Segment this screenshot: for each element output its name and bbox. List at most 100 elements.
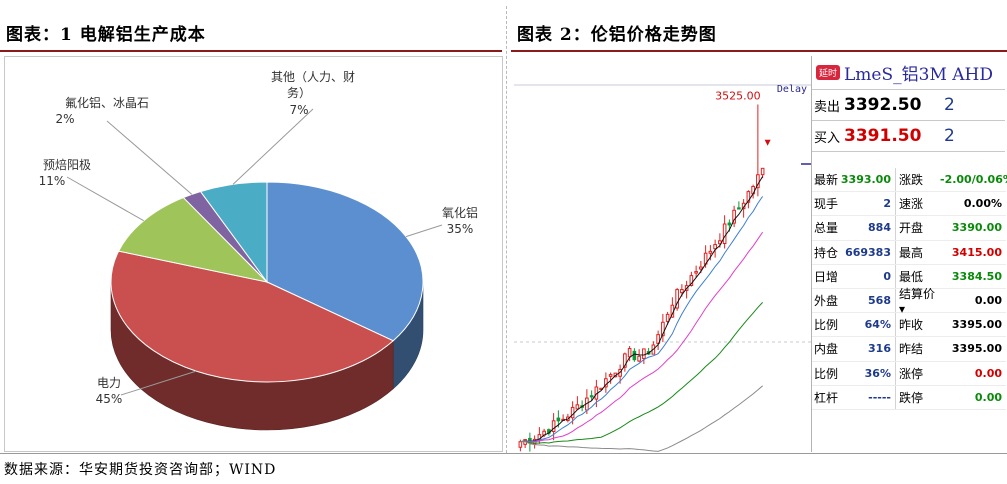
- quote-label-a-1: 现手: [814, 197, 839, 212]
- quote-value-a-4: 0: [838, 264, 896, 288]
- quote-value-a-0: 3393.00: [838, 168, 896, 192]
- bid-volume: 2: [944, 126, 955, 146]
- quote-label-a-9: 杠杆: [814, 390, 839, 405]
- ask-price: 3392.50: [844, 95, 922, 115]
- kline-candle-8: [556, 417, 561, 422]
- pie-leader-2: [66, 176, 144, 222]
- quote-value-b-7: 3395.00: [951, 342, 1002, 356]
- quote-label-a-8: 比例: [814, 366, 839, 381]
- quote-label-b-7: 昨结: [899, 342, 924, 357]
- pie-slice-4[interactable]: [199, 181, 268, 284]
- quote-label-a-3: 持仓: [814, 245, 839, 260]
- bid-row[interactable]: 买入 3391.50 2: [812, 121, 1005, 152]
- left-figure-title: 图表：1 电解铝生产成本: [6, 25, 206, 45]
- kline-candle-7: [551, 420, 556, 433]
- pie-slice-1[interactable]: [110, 250, 395, 383]
- kline-candle-45: [732, 209, 736, 224]
- kline-delay-tag: Delay: [777, 84, 807, 95]
- right-figure-title: 图表 2：伦铝价格走势图: [517, 25, 717, 45]
- quote-label-b-1: 速涨: [899, 197, 924, 212]
- lme-aluminium-panel: Delay 3525.00 延时 LmeS_铝3M AHD 卖出 3392.50 …: [514, 56, 1007, 452]
- quote-header: 延时 LmeS_铝3M AHD: [812, 56, 1005, 90]
- kline-candle-23: [627, 348, 632, 358]
- pie-label-pct-2: 11%: [39, 174, 66, 188]
- kline-candle-18: [604, 378, 608, 388]
- kline-candle-34: [680, 289, 684, 294]
- ask-row[interactable]: 卖出 3392.50 2: [812, 90, 1005, 121]
- pie-label-name-4: 其他（人力、财: [271, 70, 355, 84]
- quote-row-8: 比例 36% 涨停 0.00: [812, 361, 1006, 386]
- kline-peak-arrow: [764, 139, 771, 146]
- kline-candle-38: [699, 266, 703, 270]
- pie-label-pct-4: 7%: [289, 103, 308, 117]
- left-title-rule: [0, 50, 502, 52]
- quote-value-b-8: 0.00: [974, 366, 1002, 380]
- bid-label: 买入: [814, 130, 841, 146]
- quote-value-a-1: 2: [838, 192, 896, 216]
- kline-candle-36: [689, 275, 694, 286]
- kline-candles: [518, 167, 765, 452]
- quote-value-b-1: 0.00%: [963, 197, 1002, 211]
- pie-label-pct-3: 2%: [55, 112, 74, 126]
- pie-label-name-2: 预焙阳极: [43, 157, 91, 172]
- quote-value-b-0: -2.00/0.06%: [940, 173, 1007, 187]
- kline-candle-24: [632, 350, 637, 361]
- quote-label-a-0: 最新: [814, 173, 839, 188]
- quote-row-3: 持仓 669383 最高 3415.00: [812, 240, 1006, 265]
- kline-candle-31: [665, 313, 670, 322]
- quote-stats-grid: 最新 3393.00 涨跌 -2.00/0.06% 现手 2 速涨 0.00% 总量 884 开盘 3…: [812, 168, 1007, 410]
- quote-value-b-2: 3390.00: [951, 221, 1002, 235]
- quote-row-7: 内盘 316 昨结 3395.00: [812, 337, 1006, 362]
- quote-label-a-2: 总量: [814, 221, 839, 236]
- kline-candle-33: [675, 289, 679, 309]
- kline-candle-12: [575, 404, 580, 410]
- quote-row-6: 比例 64% 昨收 3395.00: [812, 313, 1006, 338]
- kline-svg: Delay 3525.00: [514, 84, 811, 452]
- quote-label-b-3: 最高: [899, 245, 924, 260]
- kline-candle-48: [746, 191, 751, 203]
- pie-label-name-1: 电力: [97, 376, 121, 390]
- quote-value-a-2: 884: [838, 216, 896, 240]
- kline-candle-0: [518, 441, 523, 448]
- quote-row-4: 日增 0 最低 3384.50: [812, 264, 1006, 289]
- quote-label-b-9: 跌停: [899, 390, 924, 405]
- pie-label-name-0: 氧化铝: [442, 205, 478, 220]
- pie-label-pct-1: 45%: [96, 392, 123, 406]
- delay-badge: 延时: [816, 65, 841, 80]
- quote-label-a-4: 日增: [814, 269, 839, 284]
- quote-symbol: LmeS_铝3M AHD: [844, 65, 993, 85]
- pie-slice-0[interactable]: [266, 181, 424, 342]
- pie-leader-4: [232, 108, 314, 185]
- kline-candle-41: [713, 244, 717, 250]
- quote-value-a-7: 316: [838, 337, 896, 361]
- quote-label-b-2: 开盘: [899, 221, 924, 236]
- quote-label-b-6: 昨收: [899, 318, 924, 333]
- quote-value-a-8: 36%: [838, 361, 896, 385]
- pie-label-name-4-b: 务）: [287, 85, 311, 100]
- kline-ma-3: [520, 302, 763, 444]
- quote-row-2: 总量 884 开盘 3390.00: [812, 216, 1006, 241]
- kline-chart[interactable]: Delay 3525.00: [514, 56, 811, 452]
- kline-candle-44: [727, 222, 732, 226]
- kline-candle-15: [589, 395, 594, 398]
- quote-label-a-5: 外盘: [814, 294, 839, 309]
- quote-row-1: 现手 2 速涨 0.00%: [812, 192, 1006, 217]
- source-note: 数据来源：华安期货投资咨询部；WIND: [4, 462, 277, 478]
- kline-candle-51: [760, 167, 765, 176]
- ask-label: 卖出: [814, 99, 841, 115]
- bid-price: 3391.50: [844, 126, 922, 146]
- quote-value-a-5: 568: [838, 288, 896, 313]
- quote-value-b-3: 3415.00: [951, 245, 1002, 259]
- kline-ma-0: [520, 176, 764, 443]
- pie-label-pct-0: 35%: [447, 222, 474, 236]
- kline-ma-1: [520, 196, 764, 443]
- quote-label-a-7: 内盘: [814, 342, 839, 357]
- quote-value-b-6: 3395.00: [951, 318, 1002, 332]
- kline-candle-19: [608, 374, 613, 377]
- pie-leader-1: [120, 370, 197, 396]
- kline-ma-2: [520, 231, 764, 443]
- quote-row-9: 杠杆 ----- 跌停 0.00: [812, 385, 1006, 410]
- pie-slice-2[interactable]: [117, 196, 269, 283]
- quote-row-5: 外盘 568 结算价▾ 0.00: [812, 287, 1006, 316]
- quote-label-b-4: 最低: [899, 269, 924, 284]
